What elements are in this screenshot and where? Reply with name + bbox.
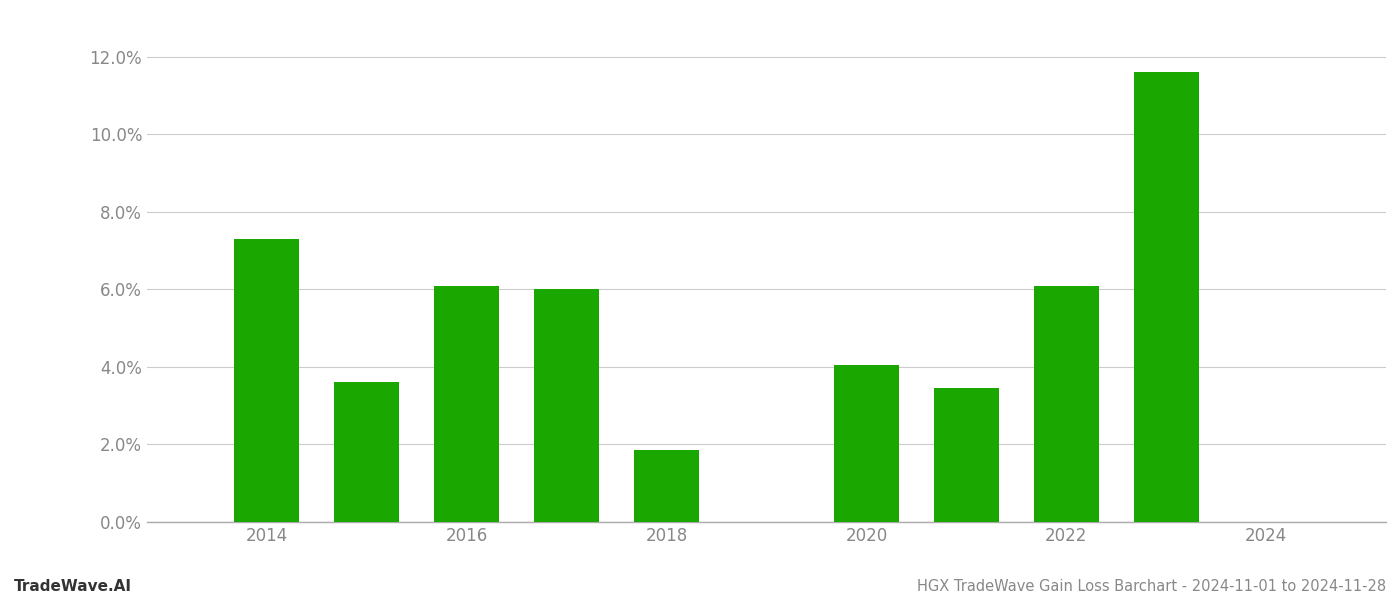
Bar xyxy=(335,382,399,522)
Bar xyxy=(535,289,599,522)
Text: TradeWave.AI: TradeWave.AI xyxy=(14,579,132,594)
Bar xyxy=(634,450,699,522)
Bar xyxy=(1033,286,1099,522)
Bar xyxy=(934,388,998,522)
Bar xyxy=(834,365,899,522)
Bar xyxy=(434,286,500,522)
Bar xyxy=(1134,72,1198,522)
Bar xyxy=(234,239,300,522)
Text: HGX TradeWave Gain Loss Barchart - 2024-11-01 to 2024-11-28: HGX TradeWave Gain Loss Barchart - 2024-… xyxy=(917,579,1386,594)
